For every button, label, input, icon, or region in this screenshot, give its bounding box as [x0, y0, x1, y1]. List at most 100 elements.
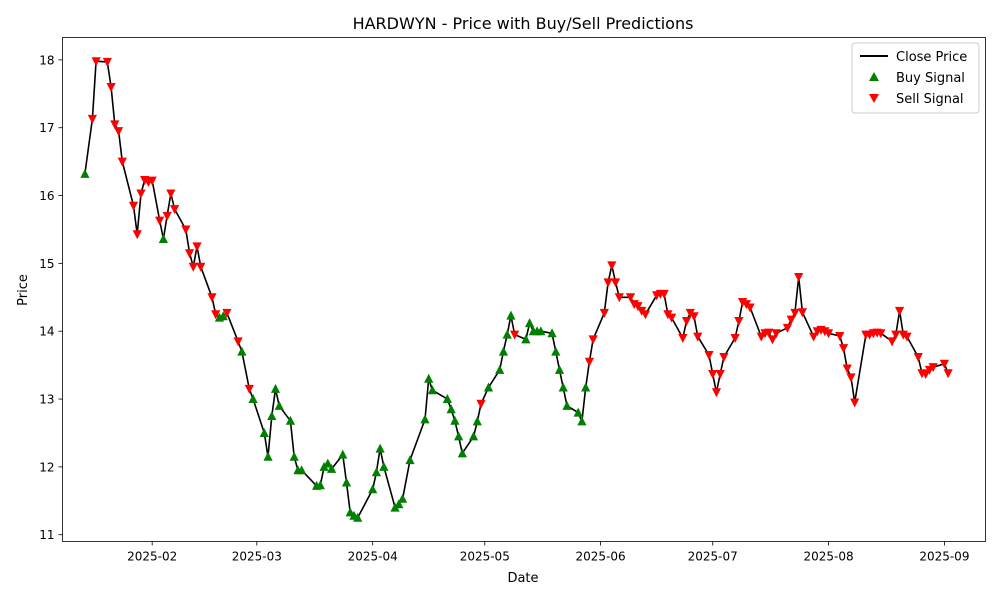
- buy-signal-marker: [289, 451, 299, 461]
- x-axis-label: Date: [507, 571, 538, 586]
- x-tick-label: 2025-06: [576, 550, 626, 564]
- buy-signal-marker: [446, 404, 456, 414]
- sell-signal-marker: [797, 308, 807, 318]
- buy-signal-marker: [397, 493, 408, 503]
- buy-signal-marker: [457, 448, 467, 458]
- buy-signal-marker: [394, 499, 404, 509]
- buy-signal-marker: [274, 400, 284, 410]
- sell-signal-marker: [603, 278, 613, 288]
- sell-signal-marker: [192, 242, 202, 252]
- sell-signal-marker: [913, 352, 923, 362]
- buy-signal-marker: [323, 458, 333, 468]
- sell-signal-marker: [588, 335, 598, 345]
- sell-signal-marker: [510, 330, 520, 340]
- sell-signal-marker: [128, 201, 139, 211]
- buy-signal-marker: [405, 455, 415, 465]
- series-layer: [80, 57, 953, 522]
- buy-signal-marker: [371, 467, 381, 477]
- sell-signal-marker: [689, 312, 699, 322]
- sell-signal-marker: [87, 114, 97, 124]
- buy-signal-marker: [502, 329, 512, 339]
- sell-signal-marker: [835, 331, 845, 341]
- sell-signal-marker: [476, 399, 486, 409]
- buy-signal-marker: [326, 463, 337, 473]
- buy-signal-marker: [498, 346, 509, 356]
- sell-signal-marker: [794, 272, 804, 282]
- buy-signal-marker: [547, 328, 557, 338]
- sell-signal-marker: [767, 335, 778, 345]
- buy-signal-marker: [454, 431, 464, 441]
- buy-signal-marker: [577, 416, 587, 426]
- sell-signal-marker: [633, 302, 643, 312]
- x-tick-label: 2025-02: [127, 550, 177, 564]
- sell-signal-marker: [891, 330, 901, 340]
- sell-signal-marker: [117, 157, 127, 167]
- sell-signal-marker: [842, 364, 852, 374]
- y-tick-label: 13: [39, 393, 54, 407]
- legend-sell-signal-label: Sell Signal: [896, 92, 964, 107]
- buy-signal-marker: [158, 233, 168, 243]
- sell-signal-marker: [809, 332, 819, 342]
- sell-signal-marker: [887, 337, 897, 347]
- y-tick-label: 12: [39, 460, 54, 474]
- sell-signal-marker: [678, 334, 688, 344]
- buy-signal-marker: [259, 427, 269, 437]
- sell-signal-marker: [734, 317, 744, 327]
- y-tick-label: 17: [39, 121, 54, 135]
- buy-signal-marker: [483, 382, 494, 392]
- sell-signal-marker: [771, 329, 781, 339]
- x-tick-label: 2025-03: [232, 550, 282, 564]
- sell-signal-marker: [708, 369, 718, 379]
- buy-signal-marker: [315, 480, 325, 490]
- sell-signal-marker: [939, 359, 949, 369]
- buy-signal-marker: [424, 373, 434, 383]
- sell-signal-marker: [181, 225, 191, 235]
- buy-signal-marker: [420, 414, 430, 424]
- buy-signal-marker: [375, 443, 385, 453]
- x-tick-label: 2025-08: [803, 550, 853, 564]
- buy-signal-marker: [573, 407, 583, 417]
- sell-signal-marker: [625, 293, 636, 303]
- sell-signal-marker: [147, 176, 157, 186]
- sell-signal-marker: [943, 369, 953, 379]
- buy-signal-marker: [338, 449, 348, 459]
- buy-signal-marker: [80, 168, 90, 178]
- sell-signal-marker: [719, 352, 729, 362]
- legend-sell-signal-swatch: [869, 94, 879, 103]
- buy-signal-marker: [495, 364, 505, 374]
- buy-signal-marker: [248, 394, 258, 404]
- buy-signal-marker: [263, 451, 273, 461]
- sell-signal-marker: [136, 189, 146, 199]
- y-tick-label: 11: [39, 528, 54, 542]
- sell-signal-marker: [584, 357, 594, 367]
- sell-signal-marker: [782, 323, 793, 333]
- buy-signal-marker: [297, 465, 307, 475]
- sell-signal-marker: [667, 313, 677, 323]
- buy-signal-marker: [525, 318, 535, 328]
- sell-signal-marker: [764, 328, 774, 338]
- sell-signal-marker: [894, 306, 905, 316]
- sell-signal-marker: [838, 344, 849, 354]
- y-axis: 11 12 13 14 15 16 17 18: [39, 53, 63, 542]
- plot-frame: [62, 37, 986, 542]
- buy-signal-marker: [237, 346, 247, 356]
- buy-signal-marker: [353, 512, 363, 522]
- sell-signal-marker: [207, 293, 217, 303]
- y-tick-label: 16: [39, 189, 54, 203]
- buy-signal-marker: [551, 346, 561, 356]
- buy-signal-marker: [218, 311, 228, 321]
- sell-signal-marker: [846, 373, 856, 383]
- buy-signal-marker: [450, 415, 460, 425]
- sell-signal-marker: [106, 83, 116, 93]
- buy-signal-marker: [368, 484, 378, 494]
- sell-signal-marker: [715, 369, 725, 379]
- x-tick-label: 2025-09: [919, 550, 969, 564]
- buy-signal-marker: [427, 385, 438, 395]
- buy-signal-marker: [379, 461, 389, 471]
- y-tick-label: 18: [39, 53, 54, 67]
- buy-signal-marker: [341, 477, 352, 487]
- buy-signal-marker: [562, 400, 572, 410]
- buy-signal-marker: [554, 364, 565, 374]
